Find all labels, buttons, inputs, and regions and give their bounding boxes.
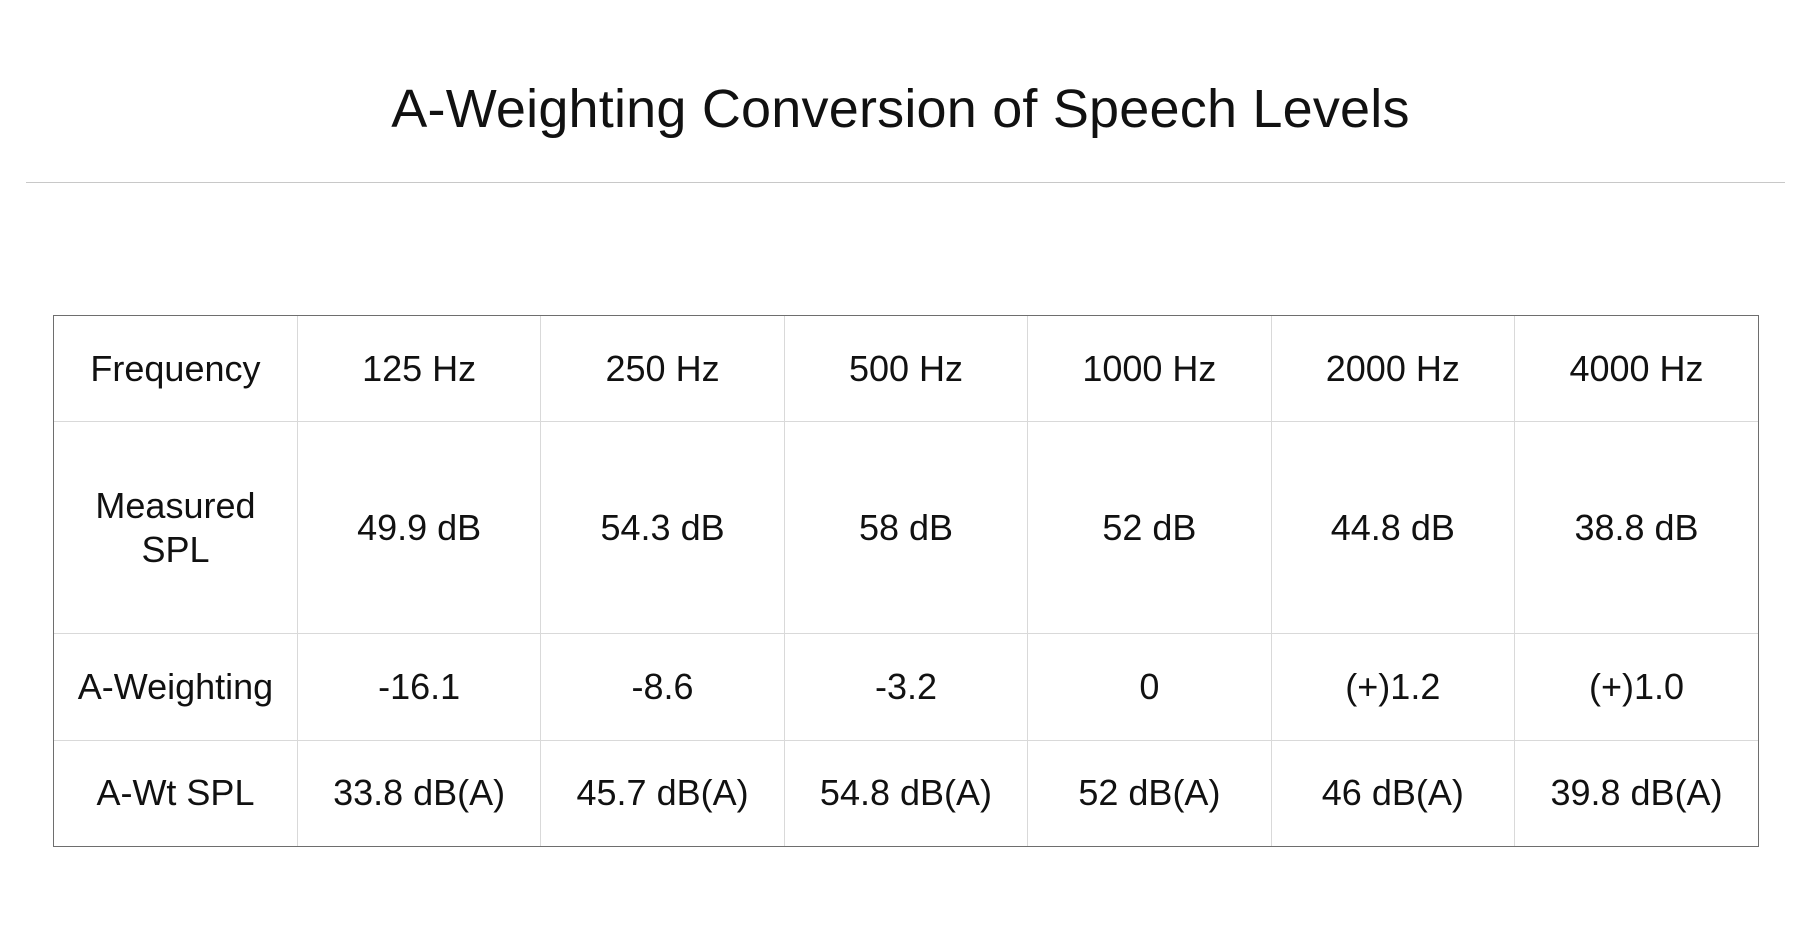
a-wt-spl-row: A-Wt SPL 33.8 dB(A) 45.7 dB(A) 54.8 dB(A…	[54, 739, 1758, 846]
a-wt-spl-cell: 52 dB(A)	[1027, 739, 1272, 846]
measured-spl-cell: 54.3 dB	[540, 421, 785, 634]
a-weighting-row: A-Weighting -16.1 -8.6 -3.2 0 (+)1.2 (+)…	[54, 632, 1758, 741]
a-wt-spl-cell: 54.8 dB(A)	[783, 739, 1029, 846]
frequency-cell: 250 Hz	[540, 316, 785, 423]
a-wt-spl-cell: 39.8 dB(A)	[1514, 739, 1758, 846]
frequency-cell: 500 Hz	[783, 316, 1029, 423]
a-wt-spl-row-label: A-Wt SPL	[54, 739, 298, 846]
frequency-cell: 2000 Hz	[1270, 316, 1516, 423]
a-weighting-cell: -3.2	[783, 632, 1029, 741]
measured-spl-row: Measured SPL 49.9 dB 54.3 dB 58 dB 52 dB…	[54, 421, 1758, 634]
a-wt-spl-cell: 46 dB(A)	[1270, 739, 1516, 846]
a-weighting-cell: 0	[1027, 632, 1272, 741]
measured-spl-cell: 38.8 dB	[1514, 421, 1758, 634]
measured-label-line1: Measured	[95, 484, 256, 526]
measured-spl-cell: 44.8 dB	[1270, 421, 1516, 634]
a-wt-spl-cell: 33.8 dB(A)	[296, 739, 542, 846]
a-weighting-cell: -8.6	[540, 632, 785, 741]
a-wt-spl-cell: 45.7 dB(A)	[540, 739, 785, 846]
slide-title: A-Weighting Conversion of Speech Levels	[391, 79, 1410, 139]
frequency-cell: 1000 Hz	[1027, 316, 1272, 423]
measured-spl-cell: 49.9 dB	[296, 421, 542, 634]
title-divider	[26, 182, 1785, 183]
frequency-row: Frequency 125 Hz 250 Hz 500 Hz 1000 Hz 2…	[54, 316, 1758, 423]
frequency-row-label: Frequency	[54, 316, 298, 423]
measured-spl-cell: 52 dB	[1027, 421, 1272, 634]
measured-spl-row-label: Measured SPL	[54, 421, 298, 634]
a-weighting-cell: (+)1.0	[1514, 632, 1758, 741]
conversion-table: Frequency 125 Hz 250 Hz 500 Hz 1000 Hz 2…	[53, 315, 1759, 847]
data-table: Frequency 125 Hz 250 Hz 500 Hz 1000 Hz 2…	[54, 316, 1758, 846]
a-weighting-cell: (+)1.2	[1270, 632, 1516, 741]
measured-label-line2: SPL	[141, 528, 210, 570]
a-weighting-row-label: A-Weighting	[54, 632, 298, 741]
frequency-cell: 125 Hz	[296, 316, 542, 423]
measured-spl-cell: 58 dB	[783, 421, 1029, 634]
frequency-cell: 4000 Hz	[1514, 316, 1758, 423]
a-weighting-cell: -16.1	[296, 632, 542, 741]
